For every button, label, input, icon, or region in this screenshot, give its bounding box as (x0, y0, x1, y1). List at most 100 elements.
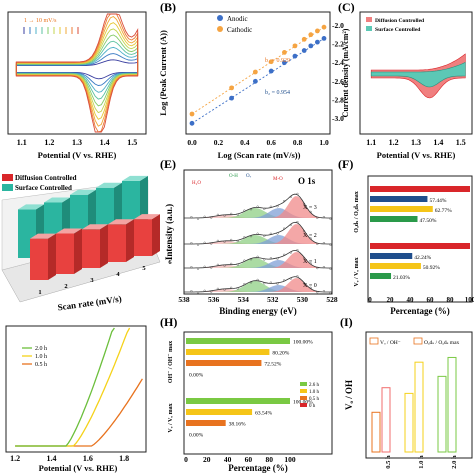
panel-c-xtick-labels: 1.1 1.2 1.3 1.4 1.5 (366, 138, 466, 147)
panel-d-bar-diffusion-4-top (108, 219, 134, 225)
panel-b-point-anodic-2 (252, 78, 258, 84)
panel-h-bar-group1-1 (186, 409, 253, 415)
panel-f-bar-group0-2 (370, 206, 433, 212)
panel-a-xtick-1.2: 1.2 (44, 138, 54, 147)
panel-e-data-point-row-1-0 (190, 242, 193, 245)
panel-f-xtick-40: 40 (407, 296, 415, 304)
panel-e-row-x2: X = 2 (303, 233, 317, 239)
panel-b-ytick-5: -3.0 (332, 114, 344, 123)
panel-e-data-point-row-1-12 (269, 232, 272, 235)
panel-d-bar-diffusion-5-side (152, 214, 160, 256)
panel-e-data-point-row-0-7 (236, 213, 239, 216)
panel-g-curve-1-0h (15, 327, 131, 447)
panel-g-curve-0-5h (15, 378, 143, 447)
panel-e-peak-h2o-row-3 (184, 289, 332, 292)
panel-e-data-point-row-2-13 (276, 257, 279, 260)
panel-d-xtick-labels: 1 2 3 4 5 6 (38, 259, 172, 296)
panel-e-data-point-row-2-7 (236, 263, 239, 266)
panel-g-xtick-1.2: 1.2 (10, 454, 20, 463)
panel-a-frame (7, 11, 147, 135)
panel-h-xtick-labels: 0 20 40 60 80 100 (184, 455, 296, 464)
panel-h-legend-label-3: 0 h (309, 404, 316, 409)
panel-a-xtick-labels: 1.1 1.2 1.3 1.4 1.5 (17, 138, 137, 147)
panel-a-cv-curve-2 (15, 53, 139, 86)
panel-h-bar-group0-0 (186, 338, 290, 344)
panel-f-label-top-1: 62.77% (435, 208, 452, 214)
panel-b-point-cathodic-9 (321, 24, 327, 30)
panel-e-data-point-row-3-4 (216, 287, 219, 290)
panel-e-data-point-row-1-9 (249, 235, 253, 238)
panel-b-xtick-2: 0.4 (240, 138, 250, 147)
panel-f-bar-group0-1 (370, 196, 428, 202)
panel-h-letter: (H) (160, 315, 177, 329)
panel-b-point-anodic-0 (189, 120, 195, 126)
panel-d-bar-surface-1-top (18, 204, 44, 210)
panel-c-xtick-1.1: 1.1 (366, 138, 376, 147)
panel-d-bar-diffusion-3-top (82, 224, 108, 230)
panel-e-data-point-row-0-16 (296, 192, 299, 196)
panel-h-label-group0-3: 0.00% (189, 373, 204, 379)
panel-e-data-point-row-2-12 (269, 257, 272, 260)
panel-g-legend-05h: 0.5 h (35, 362, 47, 368)
panel-e-data-point-row-2-20 (322, 266, 325, 269)
panel-b-legend-anodic-marker (217, 15, 223, 21)
panel-e-xtick-labels: 538 536 534 532 530 528 (178, 295, 338, 304)
panel-e-xtick-534: 534 (238, 295, 250, 304)
panel-e-data-point-row-3-20 (322, 290, 325, 293)
panel-a-arrow-label: 1 → 10 mV/s (24, 18, 57, 24)
panel-i-bar-oads-0 (381, 387, 391, 453)
panel-e-peak-h2o-row-1 (184, 241, 332, 244)
panel-i-frame (365, 331, 473, 459)
panel-b-point-anodic-4 (282, 60, 287, 66)
panel-h-bar-group1-2 (186, 420, 226, 426)
panel-f-ylabel-bottom: Vₒ / Vₒ max (354, 257, 360, 286)
panel-e-data-point-row-0-15 (289, 195, 292, 199)
panel-e-data-point-row-2-8 (243, 259, 246, 262)
panel-e-spectra (184, 192, 332, 294)
panel-b-ytick-3: -2.6 (332, 77, 344, 86)
panel-d-bars (18, 175, 160, 280)
panel-b-xlabel: Log (Scan rate (mV/s)) (218, 150, 301, 160)
panel-e-data-point-row-1-14 (283, 227, 286, 230)
panel-e-data-point-row-0-13 (276, 205, 279, 208)
panel-e-data-point-row-2-17 (302, 256, 306, 260)
panel-d-bar-diffusion-1-top (30, 233, 56, 239)
panel-e-peak-mo-row-1 (184, 224, 332, 244)
panel-c-xtick-1.5: 1.5 (456, 138, 466, 147)
panel-e-data-point-row-1-15 (289, 223, 292, 227)
panel-e-data-point-row-0-19 (316, 216, 319, 219)
panel-e-data-point-row-3-6 (230, 286, 233, 289)
panel-d-bar-surface-2-top (44, 197, 70, 203)
panel-b-point-anodic-1 (229, 95, 235, 101)
panel-d-bar-diffusion-2-top (56, 228, 82, 234)
panel-i-bar-vo-2 (437, 375, 447, 453)
panel-f-label-top-2: 47.50% (420, 218, 437, 224)
panel-i: (I) Vₒ / OH⁻ Oₐdₛ / Oₐdₛ max 0.5 h 1.0 h 2… (340, 315, 473, 469)
panel-d-bar-diffusion-1-side (48, 233, 56, 280)
panel-a-cv-curve-7 (15, 22, 139, 120)
panel-d-bar-diffusion-5-top (134, 214, 160, 220)
panel-h-bar-group1-0 (186, 398, 290, 404)
panel-e-xtick-538: 538 (178, 295, 190, 304)
panel-e-data-point-row-3-7 (236, 287, 239, 290)
panel-e-data-point-row-0-10 (256, 205, 259, 208)
panel-b-point-cathodic-6 (301, 36, 307, 42)
panel-e-data-point-row-1-1 (196, 243, 200, 246)
panel-h-ylabel-top: OH⁻ / OH⁻ max (168, 341, 174, 383)
panel-b-point-cathodic-4 (282, 50, 287, 55)
panel-e-peak-ov: Oᵥ (246, 174, 252, 179)
panel-d-bar-surface-3-top (70, 189, 96, 195)
panel-h-xtick-60: 60 (245, 455, 253, 464)
panel-e-data-point-row-0-21 (329, 217, 332, 220)
panel-e-data-point-row-0-8 (243, 209, 246, 212)
panel-a-xtick-1.4: 1.4 (100, 138, 110, 147)
panel-d-legend-diffusion: Diffusion Controlled (15, 174, 77, 182)
panel-i-bar-vo-0 (371, 411, 381, 453)
panel-a-xtick-1.3: 1.3 (72, 138, 82, 147)
panel-b-point-anodic-5 (292, 53, 298, 59)
panel-d-xtick-5: 5 (142, 265, 146, 272)
panel-h-xtick-100: 100 (284, 455, 296, 464)
panel-b-xtick-4: 0.8 (293, 138, 303, 147)
panel-f-bar-group1-0 (370, 243, 470, 249)
